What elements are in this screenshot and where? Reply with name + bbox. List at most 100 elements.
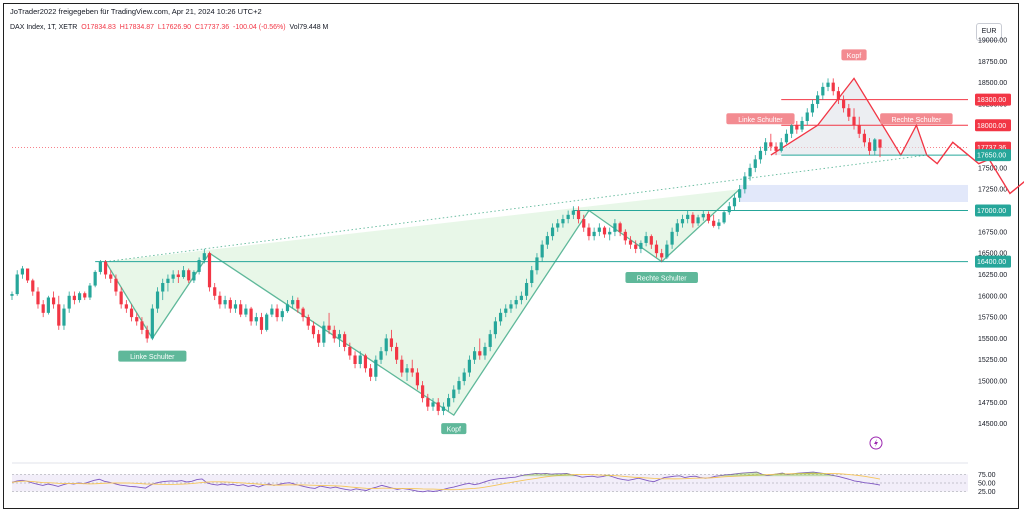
candle-body xyxy=(213,287,217,296)
symbol-name[interactable]: DAX Index, 1T, XETR xyxy=(10,24,78,31)
candle-body xyxy=(878,139,882,148)
candle-body xyxy=(457,381,461,390)
rsi-overbought-fill xyxy=(754,472,760,477)
candle-body xyxy=(161,283,165,292)
candle-body xyxy=(358,355,362,364)
candle-body xyxy=(291,300,295,305)
candle-body xyxy=(155,291,160,309)
candle-body xyxy=(176,274,180,278)
rsi-overbought-fill xyxy=(528,474,534,477)
candle-body xyxy=(717,222,721,226)
candle-body xyxy=(831,82,835,92)
candle-body xyxy=(353,355,357,364)
candle-body xyxy=(790,125,794,134)
currency-button[interactable]: EUR xyxy=(976,23,1002,41)
rsi-ma-line xyxy=(11,473,881,491)
hs-label-bg xyxy=(841,49,867,61)
rsi-overbought-fill xyxy=(820,473,827,477)
rsi-overbought-fill xyxy=(564,473,570,477)
candle-body xyxy=(249,308,253,322)
lightning-icon-glyph xyxy=(874,439,878,447)
hs-label: Linke Schulter xyxy=(738,117,783,124)
candle-body xyxy=(634,244,638,249)
candle-body xyxy=(317,334,321,343)
candle-body xyxy=(514,300,518,305)
rsi-overbought-fill xyxy=(733,473,739,477)
candle-body xyxy=(129,308,134,318)
candle-body xyxy=(628,240,633,245)
candle-body xyxy=(166,278,170,283)
candle-body xyxy=(337,334,342,339)
candle-body xyxy=(301,308,305,318)
ihs-label: Linke Schulter xyxy=(130,354,175,361)
candle-body xyxy=(426,398,430,407)
candle-body xyxy=(218,295,222,305)
candle-body xyxy=(587,227,591,237)
candle-body xyxy=(119,291,123,305)
candle-body xyxy=(436,402,440,411)
ohlc-legend: DAX Index, 1T, XETR O17834.83 H17834.87 … xyxy=(10,24,328,31)
candle-body xyxy=(576,210,581,220)
candle-body xyxy=(727,206,731,213)
candle-body xyxy=(202,253,206,260)
rsi-overbought-fill xyxy=(523,474,529,477)
candle-body xyxy=(743,176,747,190)
candle-body xyxy=(311,325,316,335)
candle-body xyxy=(701,213,705,218)
candle-body xyxy=(618,223,622,232)
candle-body xyxy=(868,142,872,151)
candle-body xyxy=(654,244,659,254)
candle-body xyxy=(462,372,466,382)
candle-body xyxy=(431,402,435,407)
rsi-overbought-fill xyxy=(784,474,791,477)
ihs-label: Rechte Schulter xyxy=(637,275,687,282)
price-label: 16400.00 xyxy=(977,259,1006,266)
candle-body xyxy=(67,295,71,309)
y-tick-label: 16250.00 xyxy=(978,272,1007,279)
candle-body xyxy=(753,159,757,168)
candle-body xyxy=(686,214,690,220)
candle-body xyxy=(51,297,56,305)
candle-body xyxy=(800,121,804,130)
candle-body xyxy=(561,219,565,224)
rsi-overbought-fill xyxy=(815,472,821,477)
candle-body xyxy=(493,321,497,335)
candle-body xyxy=(83,293,87,298)
change-value: -100.04 (-0.56%) xyxy=(233,24,286,31)
candle-body xyxy=(582,219,586,228)
rsi-overbought-fill xyxy=(605,475,611,477)
candle-body xyxy=(472,351,477,360)
rsi-tick-label: 25.00 xyxy=(978,489,996,496)
rsi-overbought-fill xyxy=(774,473,780,477)
candle-body xyxy=(784,133,789,143)
open-value: O17834.83 xyxy=(81,24,116,31)
candle-body xyxy=(228,300,232,309)
candle-body xyxy=(10,294,14,296)
hs-label: Kopf xyxy=(847,53,861,60)
price-label-bg xyxy=(975,149,1011,162)
candle-body xyxy=(327,325,331,330)
y-tick-label: 15000.00 xyxy=(978,379,1007,386)
rsi-overbought-fill xyxy=(569,474,575,477)
candle-body xyxy=(348,346,352,356)
candle-body xyxy=(98,261,102,272)
candle-body xyxy=(592,231,596,237)
candle-body xyxy=(602,227,607,235)
price-label: 17737.36 xyxy=(977,145,1006,152)
candle-body xyxy=(530,270,534,283)
candle-body xyxy=(93,271,97,286)
hs-label-bg xyxy=(726,113,795,125)
y-tick-label: 15750.00 xyxy=(978,315,1007,322)
hs-pattern-line xyxy=(770,77,928,157)
rsi-overbought-fill xyxy=(738,473,744,477)
candle-body xyxy=(665,244,669,258)
candle-body xyxy=(363,355,368,369)
candle-body xyxy=(779,142,783,151)
candle-body xyxy=(810,103,815,113)
rsi-overbought-fill xyxy=(543,473,549,477)
candle-body xyxy=(15,274,19,295)
rsi-overbought-fill xyxy=(728,474,734,477)
candle-body xyxy=(88,285,92,298)
candle-body xyxy=(41,304,45,313)
